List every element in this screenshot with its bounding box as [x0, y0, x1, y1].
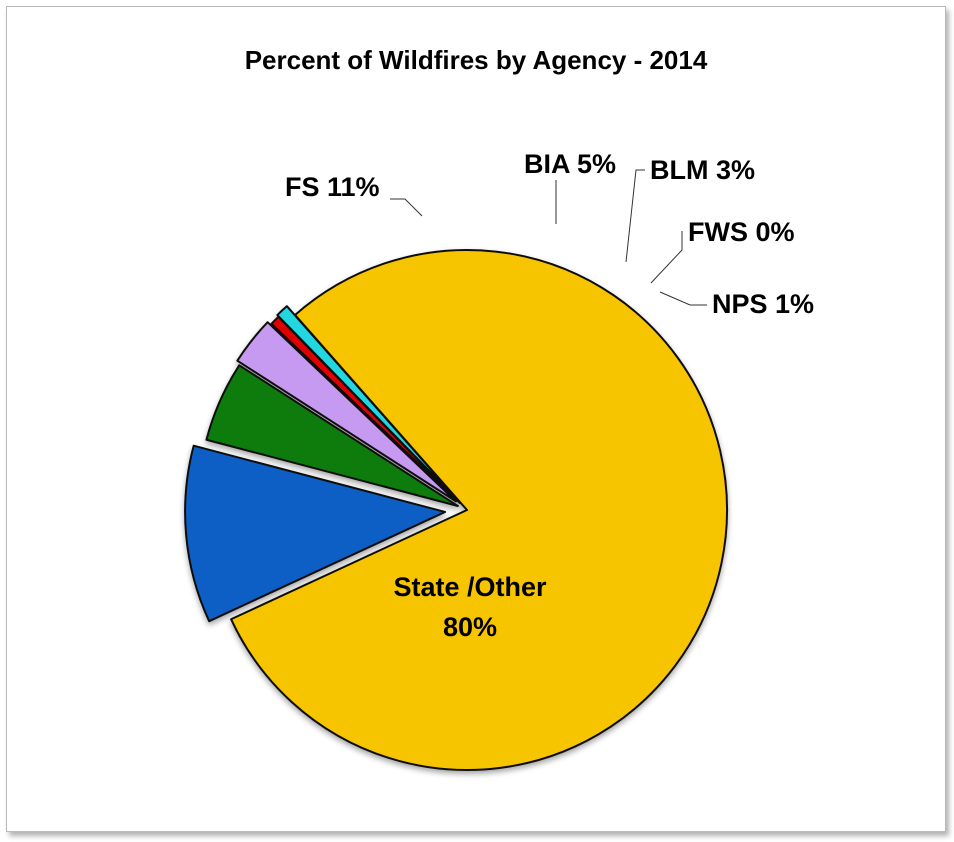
- pie-slice-nps: [276, 305, 460, 503]
- slice-label: NPS 1%: [712, 289, 814, 319]
- slice-label: State /Other: [393, 572, 547, 602]
- slice-label: FWS 0%: [688, 217, 795, 247]
- leader-line: [625, 169, 645, 263]
- leader-line: [659, 291, 707, 306]
- leader-line: [390, 198, 423, 217]
- slice-label-value: 80%: [443, 612, 497, 642]
- pie-slice-blm: [236, 321, 457, 503]
- chart-title: Percent of Wildfires by Agency - 2014: [244, 45, 708, 75]
- slice-label: BIA 5%: [524, 149, 616, 179]
- slice-label: BLM 3%: [650, 155, 755, 185]
- leader-line: [650, 231, 683, 284]
- pie-slice-state: [230, 249, 728, 771]
- slice-label: FS 11%: [285, 172, 380, 202]
- pie-slice-bia: [205, 364, 459, 507]
- pie-slice-fs: [184, 444, 447, 623]
